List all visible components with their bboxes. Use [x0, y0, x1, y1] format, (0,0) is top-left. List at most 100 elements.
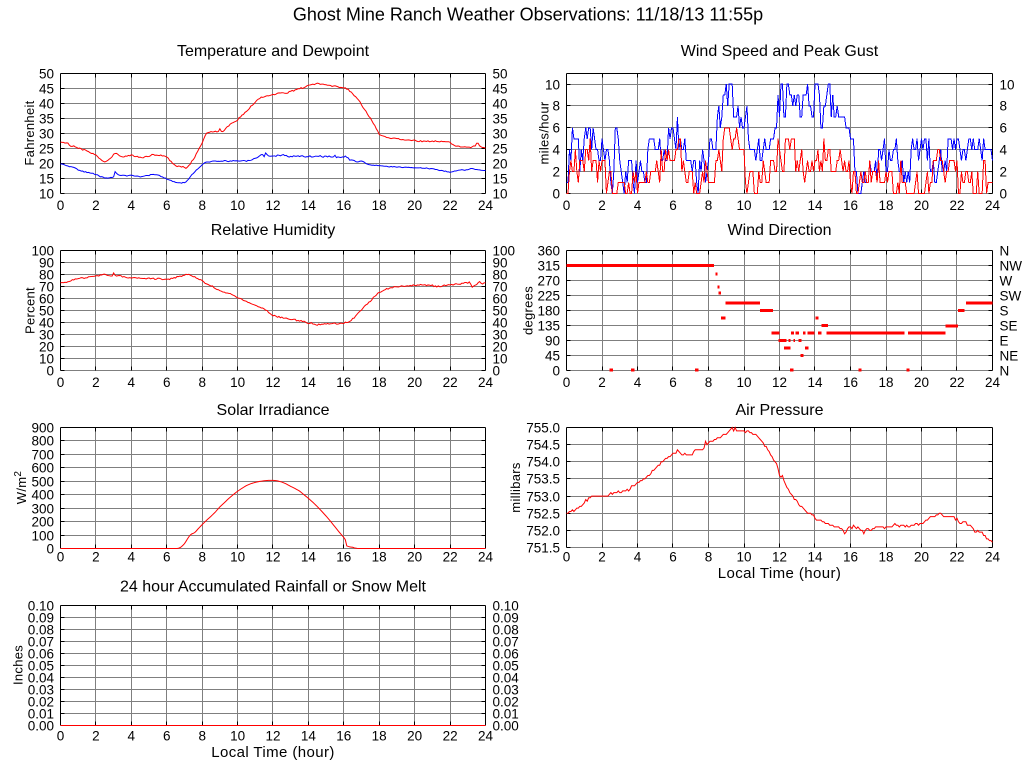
svg-text:360: 360 [537, 244, 560, 259]
svg-text:0.00: 0.00 [28, 719, 54, 734]
svg-text:16: 16 [336, 729, 351, 744]
svg-text:753.5: 753.5 [526, 472, 560, 487]
svg-text:0: 0 [57, 729, 65, 744]
svg-text:NW: NW [1000, 259, 1023, 274]
svg-text:2: 2 [92, 375, 100, 390]
svg-text:20: 20 [914, 550, 929, 565]
svg-text:0: 0 [563, 550, 571, 565]
svg-text:2: 2 [1000, 165, 1008, 180]
svg-text:2: 2 [92, 550, 100, 565]
svg-text:10: 10 [1000, 78, 1015, 93]
svg-text:N: N [1000, 364, 1010, 379]
svg-text:Temperature and Dewpoint: Temperature and Dewpoint [177, 43, 370, 60]
svg-text:20: 20 [914, 198, 929, 213]
svg-text:20: 20 [493, 157, 508, 172]
svg-text:700: 700 [31, 448, 54, 463]
svg-text:10: 10 [39, 352, 54, 367]
svg-text:Inches: Inches [11, 645, 26, 685]
svg-text:0: 0 [563, 375, 571, 390]
svg-text:0.00: 0.00 [493, 719, 519, 734]
svg-text:50: 50 [493, 304, 508, 319]
svg-text:Ghost Mine Ranch Weather Obser: Ghost Mine Ranch Weather Observations: 1… [293, 5, 763, 25]
svg-text:0.01: 0.01 [493, 707, 519, 722]
svg-text:12: 12 [265, 375, 280, 390]
svg-text:14: 14 [301, 198, 317, 213]
svg-text:0.07: 0.07 [28, 635, 54, 650]
svg-text:18: 18 [878, 375, 893, 390]
svg-text:24: 24 [478, 729, 494, 744]
svg-text:225: 225 [537, 289, 560, 304]
svg-text:6: 6 [163, 729, 171, 744]
svg-text:35: 35 [493, 112, 508, 127]
svg-text:0: 0 [46, 364, 54, 379]
svg-text:4: 4 [128, 375, 136, 390]
svg-text:10: 10 [736, 198, 751, 213]
svg-text:2: 2 [92, 729, 100, 744]
svg-text:Percent: Percent [23, 287, 38, 334]
svg-text:24: 24 [985, 375, 1001, 390]
svg-text:Local Time (hour): Local Time (hour) [718, 565, 842, 582]
svg-text:10: 10 [545, 78, 560, 93]
svg-text:20: 20 [407, 375, 422, 390]
svg-text:45: 45 [545, 349, 560, 364]
svg-text:753.0: 753.0 [526, 490, 560, 505]
svg-text:50: 50 [493, 67, 508, 82]
svg-text:NE: NE [1000, 349, 1019, 364]
svg-text:0.02: 0.02 [28, 695, 54, 710]
svg-text:2: 2 [598, 375, 606, 390]
svg-text:W/m2: W/m2 [13, 471, 29, 505]
svg-text:15: 15 [39, 172, 54, 187]
svg-text:2: 2 [552, 165, 560, 180]
svg-text:0.09: 0.09 [493, 611, 519, 626]
svg-text:752.0: 752.0 [526, 524, 560, 539]
svg-text:miles/hour: miles/hour [537, 101, 552, 164]
svg-text:751.5: 751.5 [526, 541, 560, 556]
svg-text:14: 14 [301, 550, 317, 565]
svg-text:0.03: 0.03 [493, 683, 519, 698]
svg-text:22: 22 [949, 198, 964, 213]
svg-text:24 hour Accumulated Rainfall o: 24 hour Accumulated Rainfall or Snow Mel… [120, 579, 426, 596]
svg-text:10: 10 [39, 187, 54, 202]
svg-text:6: 6 [163, 550, 171, 565]
svg-text:Solar Irradiance: Solar Irradiance [217, 402, 330, 419]
svg-text:22: 22 [949, 375, 964, 390]
svg-text:0.08: 0.08 [28, 623, 54, 638]
svg-text:15: 15 [493, 172, 508, 187]
svg-text:N: N [1000, 244, 1010, 259]
svg-text:10: 10 [493, 352, 508, 367]
svg-text:0.09: 0.09 [28, 611, 54, 626]
svg-text:SE: SE [1000, 319, 1018, 334]
svg-text:0.04: 0.04 [28, 671, 55, 686]
svg-text:8: 8 [198, 198, 206, 213]
svg-text:millibars: millibars [508, 462, 523, 513]
svg-text:22: 22 [949, 550, 964, 565]
svg-text:8: 8 [705, 550, 713, 565]
svg-text:25: 25 [39, 142, 54, 157]
svg-text:2: 2 [598, 198, 606, 213]
svg-text:24: 24 [985, 198, 1001, 213]
svg-text:0: 0 [1000, 187, 1008, 202]
svg-text:10: 10 [230, 198, 245, 213]
svg-text:16: 16 [843, 375, 858, 390]
svg-text:E: E [1000, 334, 1009, 349]
svg-text:30: 30 [493, 127, 508, 142]
svg-text:Relative Humidity: Relative Humidity [211, 222, 335, 239]
svg-text:14: 14 [301, 729, 317, 744]
svg-text:12: 12 [772, 550, 787, 565]
svg-text:4: 4 [128, 729, 136, 744]
svg-text:6: 6 [1000, 121, 1008, 136]
svg-text:0.08: 0.08 [493, 623, 519, 638]
svg-text:22: 22 [443, 198, 458, 213]
svg-text:8: 8 [705, 375, 713, 390]
svg-text:0: 0 [57, 550, 65, 565]
svg-text:90: 90 [39, 256, 54, 271]
svg-text:8: 8 [198, 729, 206, 744]
svg-text:8: 8 [198, 550, 206, 565]
svg-text:14: 14 [807, 198, 823, 213]
svg-text:20: 20 [914, 375, 929, 390]
svg-text:W: W [1000, 274, 1013, 289]
svg-text:90: 90 [545, 334, 560, 349]
svg-text:40: 40 [39, 316, 54, 331]
svg-text:0.01: 0.01 [28, 707, 54, 722]
svg-text:Air Pressure: Air Pressure [735, 402, 823, 419]
